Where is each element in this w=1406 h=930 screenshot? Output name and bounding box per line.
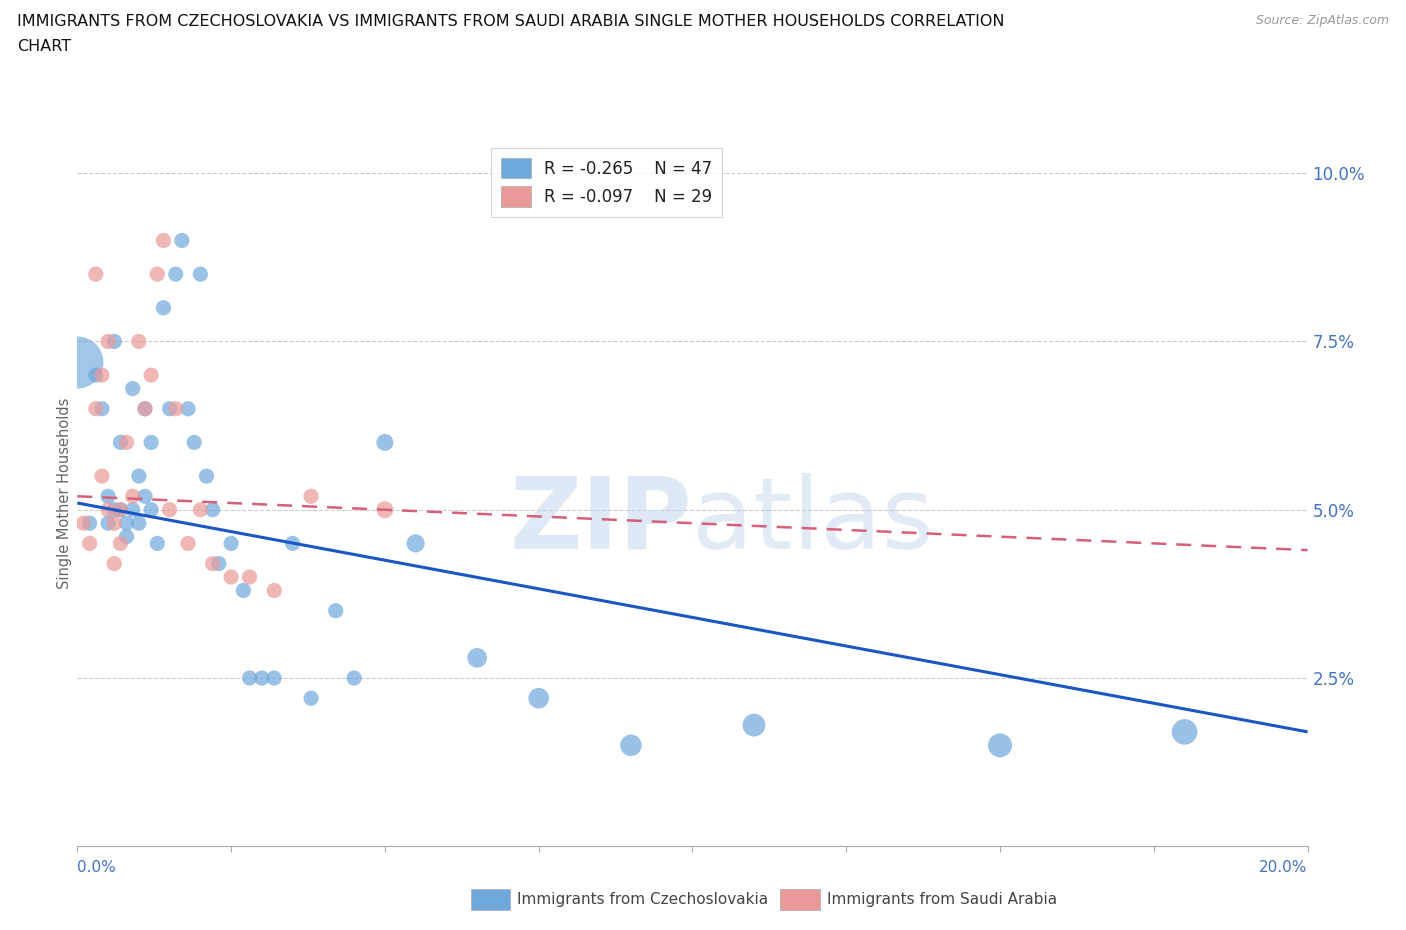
Text: atlas: atlas: [693, 472, 934, 570]
Point: [465, 650, 488, 665]
Point: [103, 516, 125, 531]
Point: [110, 502, 132, 517]
Point: [134, 489, 156, 504]
Point: [374, 435, 396, 450]
Point: [97, 334, 120, 349]
Point: [620, 737, 643, 752]
Point: [343, 671, 366, 685]
Point: [1174, 724, 1197, 739]
Point: [90, 367, 114, 382]
Point: [115, 516, 138, 531]
Point: [128, 469, 150, 484]
Point: [405, 536, 427, 551]
Point: [128, 516, 150, 531]
Point: [79, 516, 101, 531]
Point: [239, 671, 262, 685]
Point: [165, 267, 187, 282]
Point: [141, 367, 163, 382]
Point: [170, 233, 193, 248]
Point: [84, 402, 107, 417]
Point: [165, 402, 187, 417]
Point: [72, 516, 94, 531]
Text: Immigrants from Saudi Arabia: Immigrants from Saudi Arabia: [827, 892, 1057, 907]
Point: [374, 502, 396, 517]
Point: [146, 536, 169, 551]
Point: [97, 489, 120, 504]
Point: [299, 691, 322, 706]
Point: [103, 502, 125, 517]
Y-axis label: Single Mother Households: Single Mother Households: [56, 397, 72, 589]
Point: [97, 502, 120, 517]
Point: [325, 604, 347, 618]
Point: [201, 556, 224, 571]
Point: [159, 502, 181, 517]
Point: [141, 502, 163, 517]
Point: [103, 556, 125, 571]
Point: [159, 402, 181, 417]
Point: [195, 469, 218, 484]
Point: [527, 691, 550, 706]
Point: [152, 233, 174, 248]
Text: Immigrants from Czechoslovakia: Immigrants from Czechoslovakia: [517, 892, 769, 907]
Point: [188, 267, 212, 282]
Text: IMMIGRANTS FROM CZECHOSLOVAKIA VS IMMIGRANTS FROM SAUDI ARABIA SINGLE MOTHER HOU: IMMIGRANTS FROM CZECHOSLOVAKIA VS IMMIGR…: [17, 14, 1004, 29]
Point: [103, 334, 125, 349]
Point: [84, 267, 107, 282]
Point: [79, 536, 101, 551]
Point: [263, 583, 285, 598]
Point: [177, 536, 200, 551]
Point: [134, 402, 156, 417]
Point: [281, 536, 304, 551]
Point: [219, 536, 242, 551]
Point: [97, 516, 120, 531]
Point: [201, 502, 224, 517]
Point: [146, 267, 169, 282]
Point: [121, 489, 143, 504]
Text: ZIP: ZIP: [509, 472, 693, 570]
Point: [128, 334, 150, 349]
Text: 0.0%: 0.0%: [77, 860, 117, 875]
Point: [239, 569, 262, 584]
Point: [134, 402, 156, 417]
Legend: R = -0.265    N = 47, R = -0.097    N = 29: R = -0.265 N = 47, R = -0.097 N = 29: [491, 148, 723, 217]
Point: [121, 381, 143, 396]
Point: [115, 529, 138, 544]
Point: [250, 671, 273, 685]
Point: [219, 569, 242, 584]
Point: [66, 354, 89, 369]
Point: [183, 435, 205, 450]
Point: [110, 536, 132, 551]
Point: [299, 489, 322, 504]
Point: [152, 300, 174, 315]
Point: [121, 502, 143, 517]
Text: CHART: CHART: [17, 39, 70, 54]
Point: [110, 435, 132, 450]
Point: [177, 402, 200, 417]
Point: [110, 502, 132, 517]
Point: [208, 556, 231, 571]
Point: [988, 737, 1011, 752]
Point: [90, 469, 114, 484]
Point: [141, 435, 163, 450]
Point: [90, 402, 114, 417]
Text: 20.0%: 20.0%: [1260, 860, 1308, 875]
Point: [188, 502, 212, 517]
Point: [263, 671, 285, 685]
Point: [115, 435, 138, 450]
Point: [742, 718, 765, 733]
Point: [232, 583, 254, 598]
Text: Source: ZipAtlas.com: Source: ZipAtlas.com: [1256, 14, 1389, 27]
Point: [84, 367, 107, 382]
